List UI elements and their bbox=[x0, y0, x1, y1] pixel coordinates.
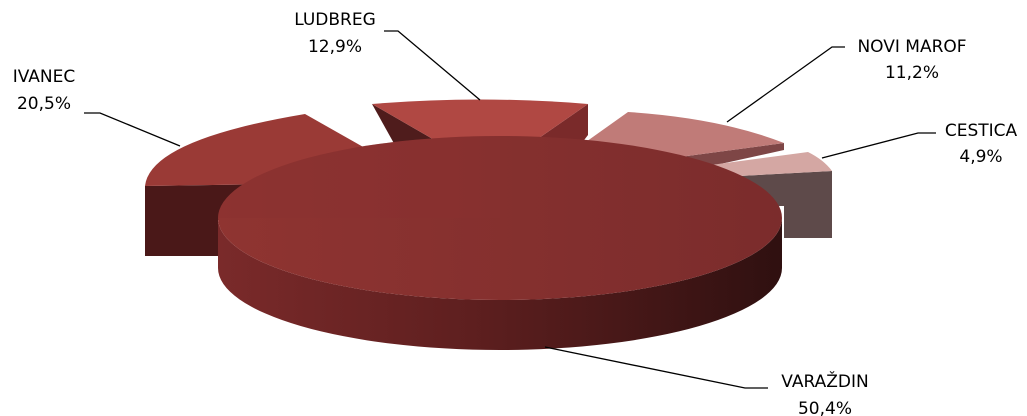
label-novi-marof-value: 11,2% bbox=[885, 63, 939, 83]
leader-lines bbox=[84, 30, 936, 389]
label-ludbreg-value: 12,9% bbox=[308, 37, 362, 57]
leader-line-ivanec bbox=[84, 112, 181, 147]
leader-line-novi-marof bbox=[726, 46, 845, 123]
leader-line-varazdin bbox=[544, 346, 768, 389]
leader-line-cestica bbox=[821, 132, 936, 159]
label-cestica-name: CESTICA bbox=[945, 121, 1018, 141]
label-cestica-value: 4,9% bbox=[959, 147, 1002, 167]
label-varazdin-name: VARAŽDIN bbox=[781, 370, 868, 392]
label-ludbreg-name: LUDBREG bbox=[294, 10, 376, 30]
label-ivanec-value: 20,5% bbox=[17, 94, 71, 114]
label-novi-marof-name: NOVI MAROF bbox=[857, 37, 966, 57]
label-varazdin-value: 50,4% bbox=[798, 399, 852, 416]
data-labels: LUDBREG 12,9% NOVI MAROF 11,2% CESTICA 4… bbox=[13, 10, 1018, 416]
label-ivanec-name: IVANEC bbox=[13, 67, 76, 87]
leader-line-ludbreg bbox=[384, 30, 481, 101]
slice-varazdin bbox=[218, 136, 782, 350]
